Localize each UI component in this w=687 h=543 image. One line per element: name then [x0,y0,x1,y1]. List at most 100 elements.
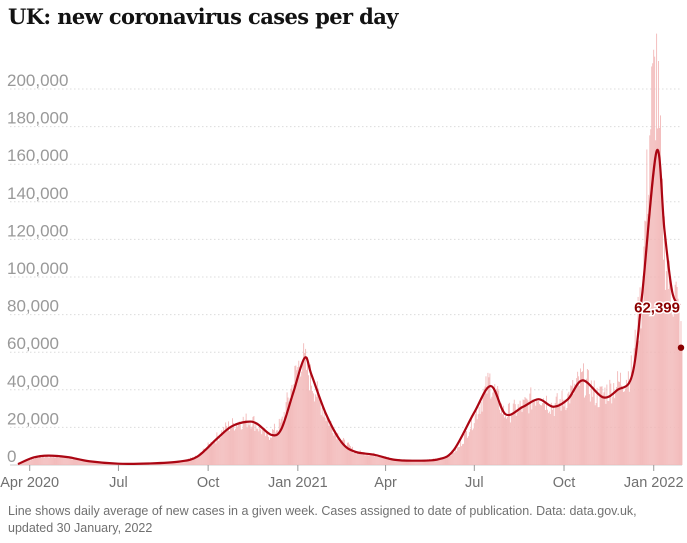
daily-bar [675,281,677,465]
daily-bar [497,385,499,465]
daily-bar [464,434,465,465]
daily-bar [196,456,198,465]
daily-bar [410,461,412,465]
daily-bar [440,457,442,465]
daily-bar [237,423,239,465]
daily-bar [506,416,508,465]
daily-bar [308,375,309,465]
weekly-average-line [17,148,681,466]
daily-bar [321,407,323,465]
daily-bar [659,127,660,466]
daily-bar [170,462,172,465]
daily-bar [252,416,254,465]
daily-bar [45,456,47,465]
daily-bar [526,398,528,465]
daily-bar [584,395,586,465]
daily-bar [562,399,564,465]
daily-bar [254,430,256,465]
daily-bar [401,459,403,465]
daily-bar [573,394,575,465]
daily-bar [623,391,625,465]
daily-bar [666,261,668,465]
daily-bar [599,386,601,465]
daily-bar [420,460,422,465]
daily-bar [58,457,60,465]
daily-bar [280,418,282,465]
daily-bar [293,384,295,465]
daily-bar [539,403,541,465]
daily-bar [481,411,483,465]
daily-bar [309,390,310,465]
daily-bar [182,460,184,465]
daily-bar [607,400,609,465]
daily-bar [43,457,45,465]
daily-bar [328,425,330,465]
daily-bar [529,393,531,465]
daily-bar [227,428,229,465]
daily-bar [343,437,345,465]
daily-bar [364,455,366,465]
daily-bar [586,369,588,465]
daily-bar [652,63,654,466]
daily-bar [93,461,95,465]
daily-bar [230,427,231,465]
daily-bar [381,457,383,465]
daily-bar [355,454,357,465]
daily-bar [202,448,204,465]
daily-bar [409,459,411,465]
daily-bar [38,455,40,465]
y-tick-label: 140,000 [7,184,68,203]
daily-bar [639,287,641,465]
daily-bar [670,303,672,465]
daily-bar [256,428,258,465]
daily-bar [489,373,491,465]
daily-bar [66,456,68,465]
daily-bar [103,463,105,465]
daily-bar [378,457,380,465]
daily-bar [541,405,543,465]
daily-bar [338,440,340,465]
daily-bar [571,386,573,465]
daily-bar [569,403,571,465]
daily-bar [223,427,225,465]
daily-bar [44,456,46,465]
daily-bar [456,451,458,465]
daily-bar [267,433,269,465]
daily-bar [657,128,659,465]
daily-bar [402,460,404,465]
daily-bar [470,415,472,465]
daily-bar [379,456,381,465]
daily-bar [603,392,605,465]
daily-bar [300,376,302,465]
daily-bar [514,404,516,465]
daily-bar [218,440,220,465]
daily-bar [439,457,441,465]
daily-bar [305,348,307,465]
daily-bar [405,460,407,465]
daily-bar [342,439,344,465]
daily-bar [544,403,545,465]
daily-bar [635,353,637,465]
daily-bar [29,459,31,465]
daily-bar [658,61,660,465]
daily-bar [487,372,489,465]
daily-bar [581,372,582,465]
daily-bar [174,462,176,465]
daily-bar [411,460,413,465]
daily-bar [616,387,618,465]
daily-bar [191,458,192,465]
daily-bar [513,399,515,465]
daily-bar [17,463,19,465]
daily-bar [365,454,367,465]
daily-bar [318,396,320,465]
daily-bar [643,246,645,465]
daily-bar [276,430,278,465]
daily-bar [559,399,561,465]
daily-bar [447,457,449,465]
daily-bar [563,406,565,465]
daily-bar [201,452,203,465]
daily-bar [585,378,587,465]
daily-bar [347,442,348,465]
daily-bar [412,460,414,465]
daily-bar [36,457,37,465]
